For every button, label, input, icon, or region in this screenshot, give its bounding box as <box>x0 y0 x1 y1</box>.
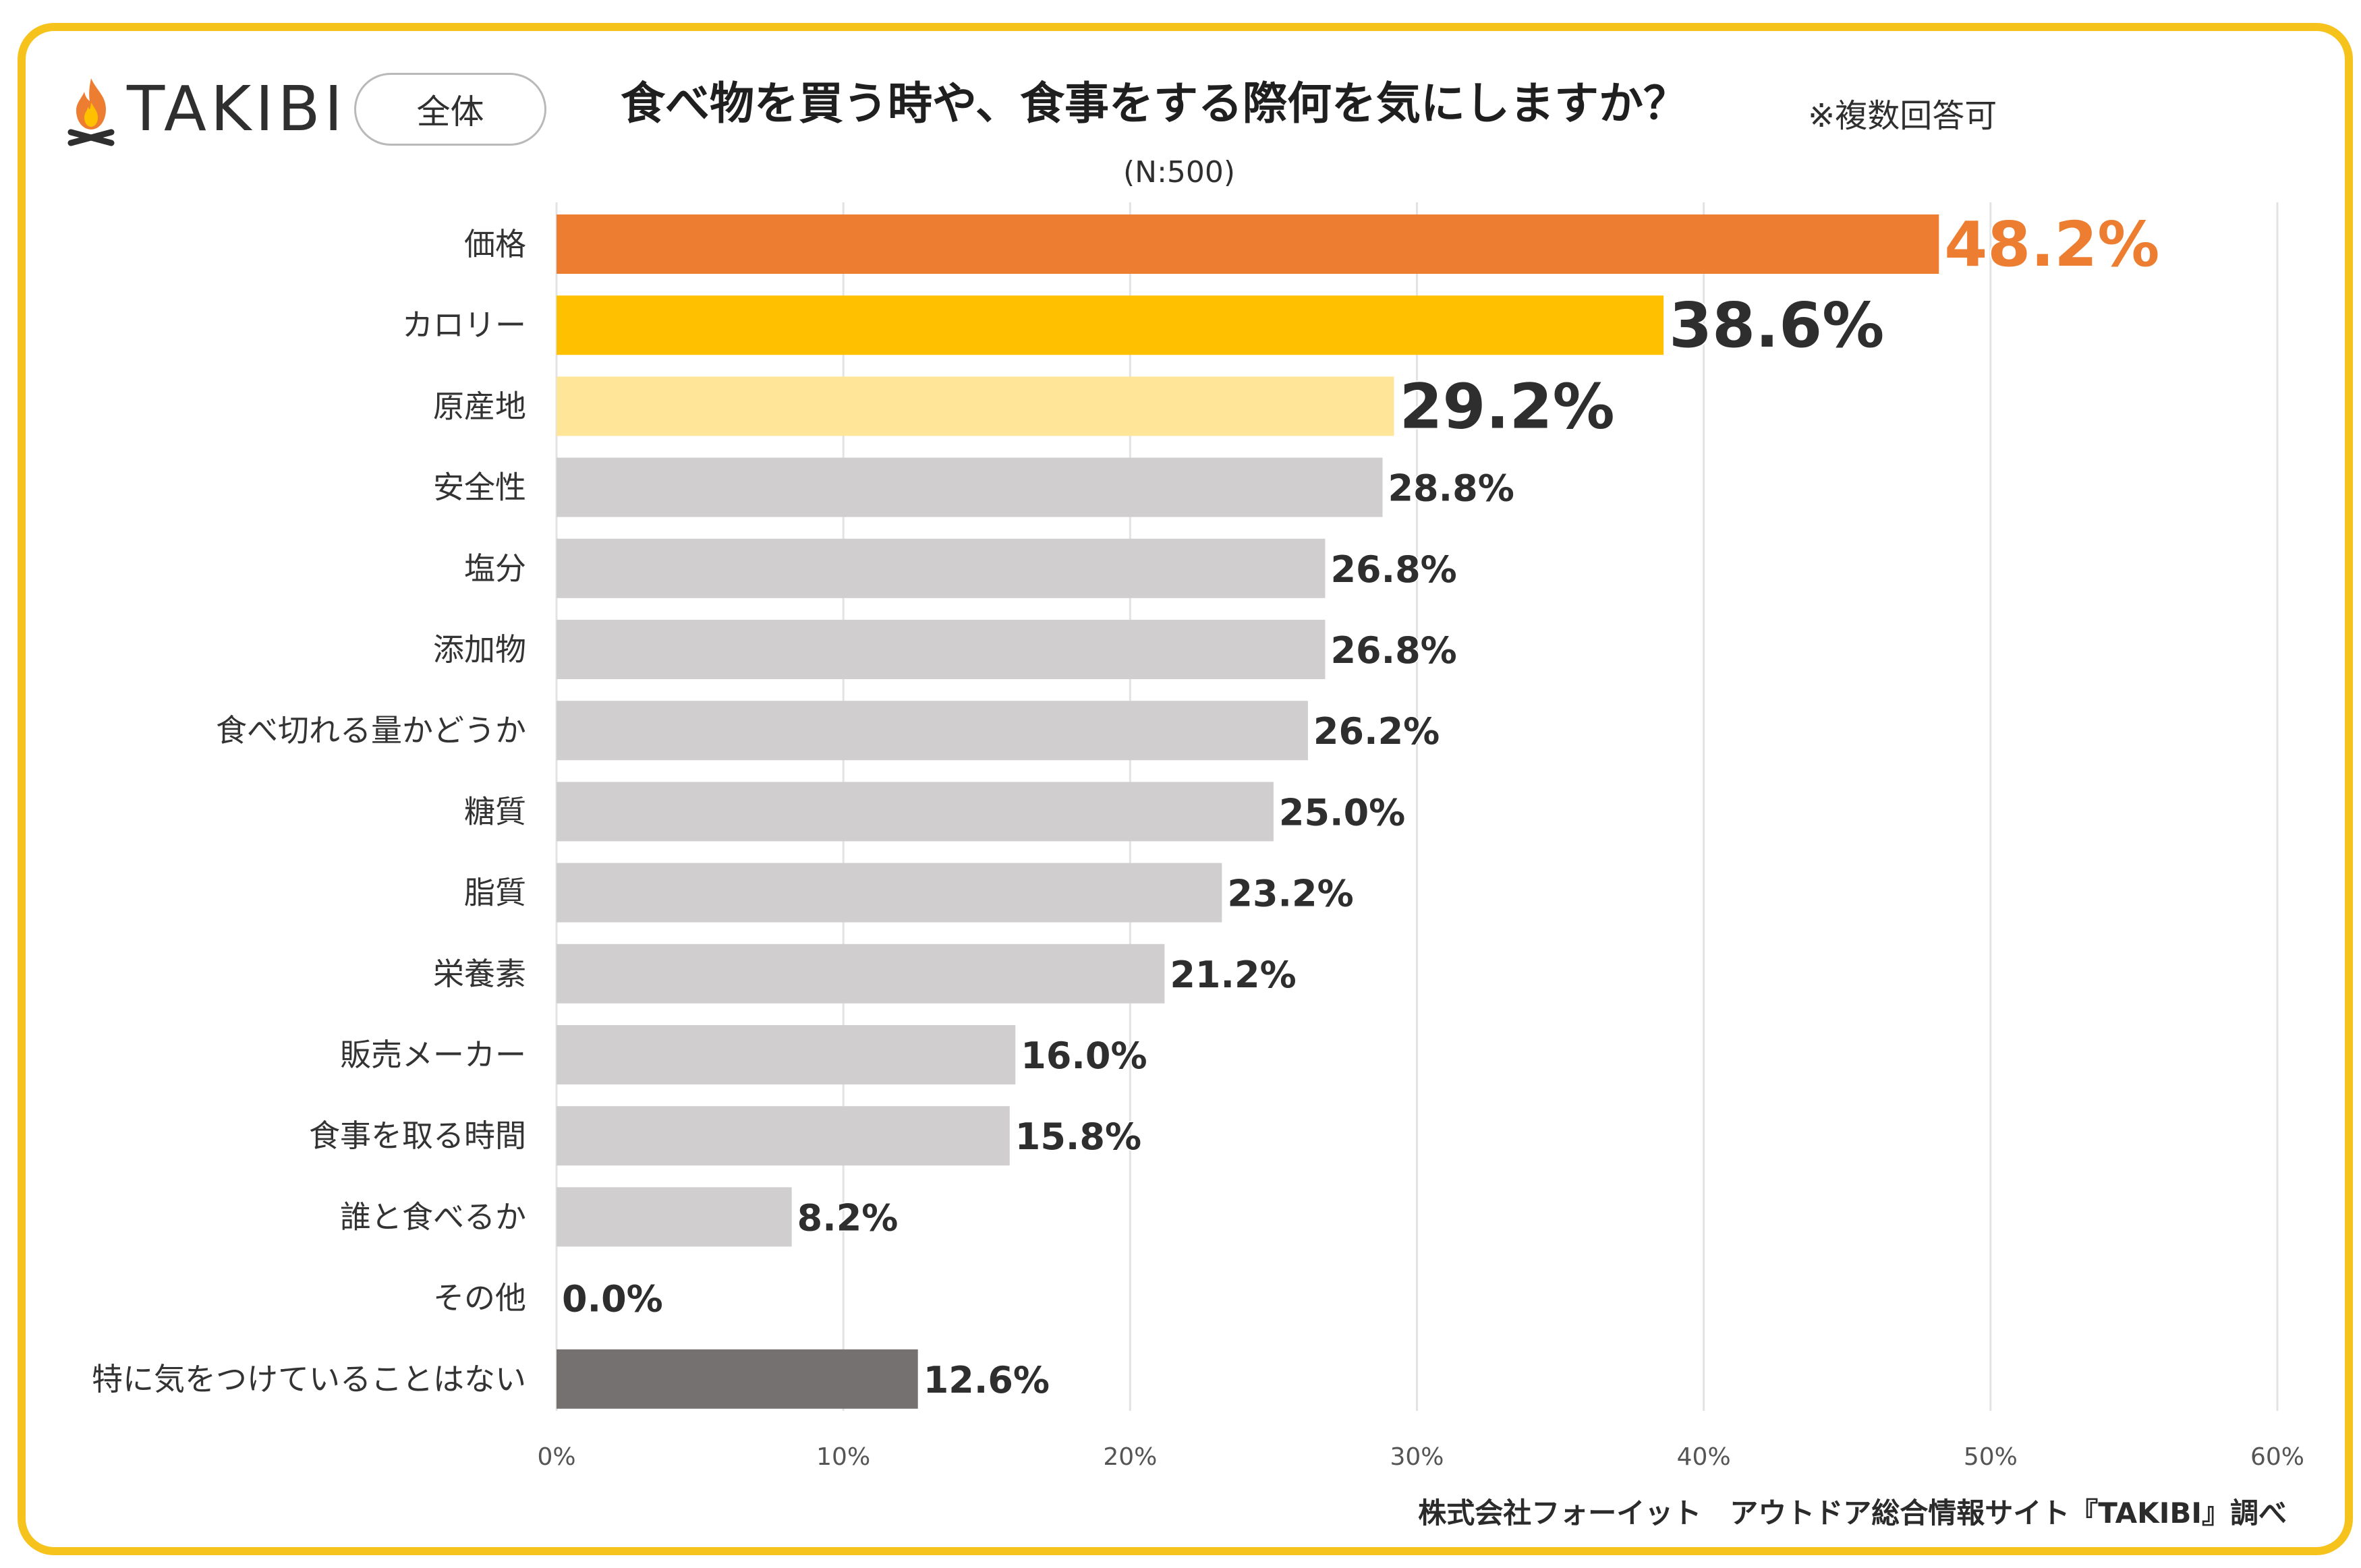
category-label: 食べ切れる量かどうか <box>216 712 526 749</box>
bar <box>557 295 1664 355</box>
bar <box>557 943 1165 1004</box>
flame-logo-icon <box>67 78 115 146</box>
category-label: 栄養素 <box>433 956 526 992</box>
bar <box>557 1349 918 1409</box>
chart-title: 食べ物を買う時や、食事をする際何を気にしますか？ <box>621 78 1688 129</box>
category-label: カロリー <box>402 307 526 343</box>
x-tick-label: 50% <box>1964 1443 2018 1471</box>
data-label: 12.6% <box>923 1359 1050 1401</box>
category-label: 塩分 <box>464 550 526 587</box>
bar <box>557 701 1308 761</box>
x-tick-label: 60% <box>2250 1443 2304 1471</box>
category-label: 販売メーカー <box>340 1037 526 1073</box>
logo-text: TAKIBI <box>127 73 347 145</box>
bar <box>557 376 1394 436</box>
x-tick-label: 30% <box>1390 1443 1444 1471</box>
data-label: 26.8% <box>1330 629 1456 672</box>
x-tick-label: 40% <box>1677 1443 1731 1471</box>
data-label: 15.8% <box>1015 1115 1141 1158</box>
source-credit: 株式会社フォーイット アウトドア総合情報サイト『TAKIBI』調べ <box>1418 1497 2287 1530</box>
data-label: 0.0% <box>562 1278 663 1320</box>
category-label: 添加物 <box>433 631 526 668</box>
x-tick-label: 0% <box>537 1443 575 1471</box>
bar <box>557 863 1222 923</box>
data-label: 26.8% <box>1330 548 1456 591</box>
data-label: 48.2% <box>1944 208 2159 281</box>
category-label: 脂質 <box>464 875 526 911</box>
bar <box>557 1187 792 1247</box>
x-tick-label: 20% <box>1103 1443 1157 1471</box>
bar <box>557 457 1383 517</box>
category-label: 安全性 <box>433 469 526 506</box>
category-label: 糖質 <box>464 793 526 830</box>
category-label: 誰と食べるか <box>340 1198 526 1235</box>
bar <box>557 214 1939 274</box>
bar <box>557 782 1274 842</box>
category-label: 価格 <box>464 226 526 262</box>
bar <box>557 1106 1010 1166</box>
data-label: 8.2% <box>797 1196 899 1239</box>
bar <box>557 620 1326 679</box>
data-label: 26.2% <box>1313 710 1440 753</box>
data-label: 28.8% <box>1388 467 1514 510</box>
category-label: 食事を取る時間 <box>309 1117 526 1154</box>
data-label: 21.2% <box>1170 954 1296 996</box>
bar <box>557 538 1326 598</box>
category-label: 原産地 <box>433 388 526 424</box>
category-label: 特に気をつけていることはない <box>92 1361 526 1397</box>
x-tick-label: 10% <box>816 1443 870 1471</box>
data-label: 23.2% <box>1227 873 1353 915</box>
data-label: 25.0% <box>1279 791 1405 834</box>
sample-size: (N:500) <box>1123 155 1236 190</box>
bar <box>557 1025 1016 1084</box>
data-label: 29.2% <box>1399 370 1614 442</box>
data-label: 16.0% <box>1021 1035 1147 1077</box>
multiple-answer-note: ※複数回答可 <box>1808 97 1997 135</box>
category-label: その他 <box>433 1280 526 1316</box>
data-label: 38.6% <box>1669 289 1884 361</box>
segment-badge: 全体 <box>354 73 546 146</box>
